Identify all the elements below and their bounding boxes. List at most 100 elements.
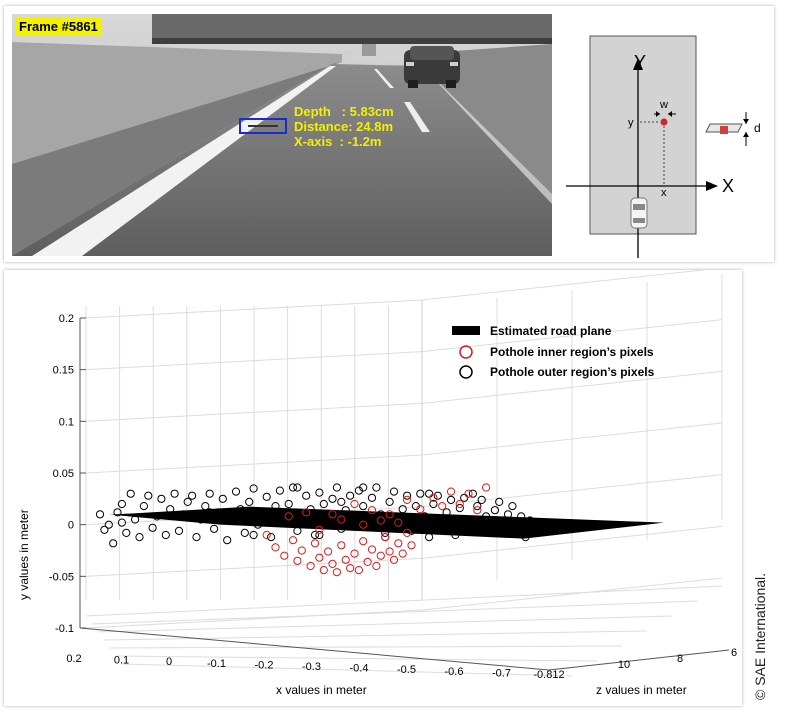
y-tick-label: 0.05: [53, 468, 74, 480]
grid-line: [421, 525, 723, 559]
outer-pixel-point: [126, 489, 135, 498]
outer-pixel-point: [367, 493, 377, 502]
y-axis-label: y values in meter: [17, 509, 31, 600]
inner-pixel-point: [315, 525, 324, 534]
inner-pixel-point: [482, 483, 491, 492]
outer-pixel-point: [157, 494, 166, 503]
inner-pixel-point: [337, 515, 346, 524]
x-axis-letter: X: [722, 176, 734, 196]
inner-pixel-point: [297, 546, 306, 555]
outer-pixel-point: [100, 525, 109, 534]
outer-pixel-point: [486, 524, 495, 533]
outer-pixel-point: [464, 516, 473, 525]
outer-pixel-point: [218, 494, 227, 503]
inner-pixel-point: [367, 506, 377, 515]
outer-pixel-point: [161, 530, 170, 540]
outer-pixel-point: [517, 512, 526, 521]
inner-pixel-point: [284, 512, 293, 521]
inner-pixel-point: [359, 520, 368, 529]
outer-pixel-point: [460, 493, 469, 502]
grid-line: [421, 267, 723, 301]
outer-pixel-point: [512, 522, 521, 531]
outer-pixel-point: [381, 528, 390, 537]
grid-line: [85, 585, 723, 617]
outer-pixel-point: [385, 497, 394, 506]
y-tick-label: 0.2: [59, 313, 74, 325]
legend-entry-outer: Pothole outer region’s pixels: [490, 365, 655, 379]
outer-pixel-point: [275, 486, 284, 495]
grid-line: [103, 630, 648, 641]
grid-line: [115, 655, 598, 662]
outer-pixel-point: [337, 497, 346, 506]
outer-pixel-point: [495, 497, 504, 506]
grid-line: [85, 351, 423, 371]
outer-pixel-point: [249, 484, 258, 493]
outer-pixel-point: [477, 495, 486, 504]
road-scene: [12, 14, 552, 256]
y-tick-label: -0.1: [55, 623, 74, 635]
pothole-point: [660, 118, 668, 126]
grid-line: [421, 577, 723, 611]
outer-pixel-point: [451, 530, 460, 540]
legend: Estimated road plane Pothole inner regio…: [452, 324, 655, 379]
x-tick-label: -0.4: [350, 663, 369, 675]
z-axis-label: z values in meter: [596, 683, 687, 697]
outer-pixel-point: [95, 510, 105, 519]
outer-pixel-point: [201, 502, 210, 511]
outer-pixel-point: [122, 528, 131, 537]
z-tick-label: 8: [677, 653, 683, 665]
overpass-bridge: [152, 14, 552, 40]
outer-pixel-point: [253, 520, 262, 529]
outer-pixel-point: [521, 533, 530, 542]
outer-pixel-point: [468, 526, 477, 535]
grid-line: [109, 645, 623, 649]
x-axis-label: x values in meter: [276, 683, 367, 697]
outer-pixel-point: [446, 495, 456, 504]
outer-pixel-point: [183, 497, 192, 506]
inner-pixel-point: [350, 549, 359, 558]
outer-pixel-point: [117, 518, 127, 527]
outer-pixel-point: [442, 508, 451, 517]
outer-pixel-point: [205, 508, 214, 517]
inner-pixel-point: [332, 568, 341, 577]
top-figure-panel: Frame #5861 Depth : 5.83cm Distance: 24.…: [4, 6, 774, 262]
inner-pixel-point: [288, 536, 298, 545]
left-barrier-wall: [12, 42, 342, 164]
inner-pixel-point: [363, 557, 372, 566]
y-axis-letter: Y: [634, 52, 646, 72]
inner-pixel-point: [346, 564, 355, 573]
outer-pixel-point: [319, 499, 328, 509]
inner-pixel-point: [376, 516, 385, 525]
estimated-road-plane: [110, 506, 664, 539]
pothole-3d-scatter: 0.2 0.15 0.1 0.05 0 -0.05 -0.1 0.2 0.1 0 -0.1 -0.2 -…: [17, 267, 737, 697]
copyright-notice: © SAE International.: [752, 572, 768, 700]
inner-pixel-point: [306, 561, 315, 571]
x-marker: x: [661, 187, 667, 199]
inner-pixel-point: [310, 539, 320, 548]
outer-pixel-point: [332, 483, 341, 492]
outer-pixel-point: [482, 512, 491, 521]
lead-vehicle: [404, 46, 460, 88]
outer-pixel-point: [196, 515, 205, 524]
legend-entry-inner: Pothole inner region’s pixels: [490, 345, 654, 359]
grid-line: [85, 557, 423, 577]
grid-line: [97, 615, 673, 633]
outer-pixel-point: [131, 515, 140, 524]
outer-pixel-point: [455, 504, 464, 513]
inner-pixel-point: [398, 549, 407, 558]
inner-pixel-point: [328, 559, 337, 568]
outer-pixel-point: [389, 487, 399, 496]
inner-pixel-point: [372, 561, 381, 571]
outer-pixel-point: [258, 508, 267, 517]
outer-pixel-point: [262, 492, 271, 501]
inner-pixel-point: [389, 555, 399, 564]
grid-line: [91, 600, 698, 625]
outer-pixel-point: [214, 508, 223, 517]
outer-pixel-point: [271, 502, 280, 511]
inner-pixel-point: [416, 505, 425, 514]
outer-pixel-point: [416, 489, 425, 498]
x-tick-label: -0.1: [207, 658, 226, 670]
inner-pixel-point: [385, 547, 394, 556]
inner-pixel-point: [293, 556, 302, 565]
distance-readout: Distance: 24.8m: [294, 119, 394, 134]
